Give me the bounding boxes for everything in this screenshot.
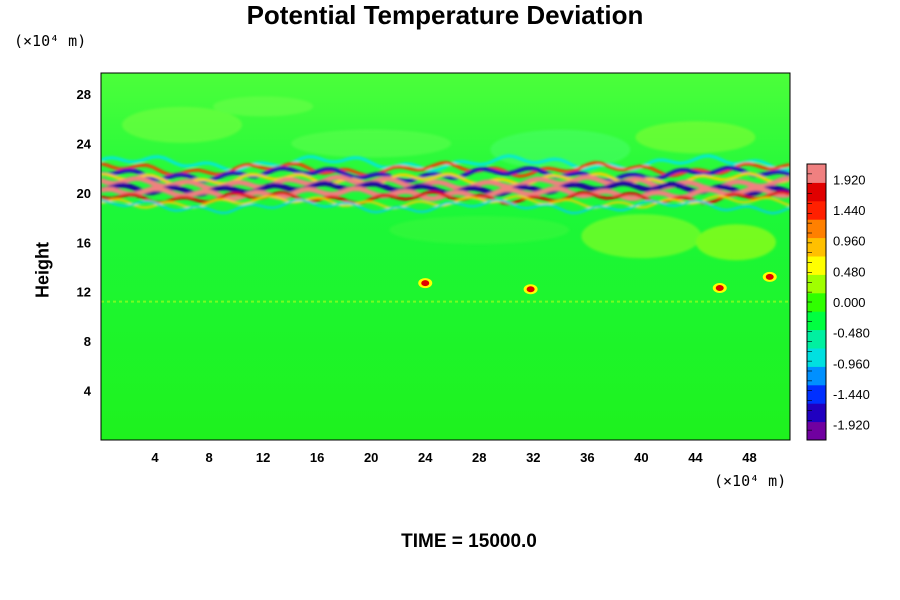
colorbar-swatch <box>807 384 826 404</box>
colorbar-tick-label: -0.480 <box>833 326 870 341</box>
anomaly-core <box>526 286 535 293</box>
texture-blob <box>581 214 702 259</box>
anomaly-core <box>421 280 430 287</box>
colorbar-tick-label: 1.440 <box>833 203 866 218</box>
colorbar-swatch <box>807 329 826 349</box>
x-tick-label: 40 <box>634 450 648 465</box>
upper-texture <box>122 96 776 261</box>
plot-area <box>101 73 790 440</box>
warm-anomaly <box>712 283 727 294</box>
x-axis-ticks: 4 8 12 16 20 24 28 32 36 40 44 48 <box>151 450 756 465</box>
y-tick-label: 20 <box>77 186 91 201</box>
colorbar-swatch <box>807 348 826 367</box>
y-tick-label: 8 <box>84 334 91 349</box>
texture-blob <box>291 129 452 158</box>
x-tick-label: 24 <box>418 450 433 465</box>
x-tick-label: 20 <box>364 450 378 465</box>
colorbar-swatch <box>807 311 826 331</box>
x-tick-label: 4 <box>151 450 159 465</box>
time-label: TIME = 15000.0 <box>401 531 537 552</box>
colorbar-tick-label: 0.480 <box>833 264 866 279</box>
band-streak <box>101 161 790 178</box>
colorbar-swatch <box>807 403 826 423</box>
colorbar-swatch <box>807 219 826 239</box>
x-tick-label: 48 <box>742 450 756 465</box>
colorbar-tick-label: -0.960 <box>833 356 870 371</box>
colorbar-swatch <box>807 421 826 441</box>
anomaly-core <box>765 273 774 280</box>
colorbar: 1.920 1.440 0.960 0.480 0.000 -0.480 -0.960 -1.… <box>806 163 870 441</box>
x-tick-label: 16 <box>310 450 324 465</box>
colorbar-tick-label: -1.440 <box>833 387 870 402</box>
warm-anomaly <box>418 278 433 289</box>
band-streak <box>101 165 790 184</box>
colorbar-tick-label: -1.920 <box>833 418 870 433</box>
y-tick-label: 28 <box>77 87 91 102</box>
x-tick-label: 12 <box>256 450 270 465</box>
x-tick-label: 28 <box>472 450 486 465</box>
texture-blob <box>389 215 570 244</box>
colorbar-swatch <box>807 237 826 257</box>
chart-title: Potential Temperature Deviation <box>246 0 644 30</box>
colorbar-swatch <box>807 182 826 202</box>
colorbar-swatch <box>807 366 826 386</box>
band-streak <box>101 154 790 173</box>
band-streak <box>101 198 790 215</box>
y-tick-label: 4 <box>84 384 92 399</box>
x-tick-label: 32 <box>526 450 540 465</box>
texture-blob <box>213 96 314 117</box>
x-tick-label: 36 <box>580 450 594 465</box>
colorbar-swatch <box>807 200 826 220</box>
y-tick-label: 16 <box>77 235 91 250</box>
colorbar-swatch <box>807 164 826 183</box>
warm-anomaly <box>523 284 538 295</box>
texture-blob <box>122 106 243 143</box>
colorbar-tick-label: 1.920 <box>833 172 866 187</box>
x-axis-unit: (×10⁴ m) <box>714 472 787 490</box>
x-tick-label: 44 <box>688 450 703 465</box>
colorbar-frame <box>806 163 827 441</box>
colorbar-swatch <box>807 274 826 294</box>
plot-frame <box>100 72 791 441</box>
colorbar-swatch <box>807 256 826 275</box>
colorbar-tick-label: 0.000 <box>833 295 866 310</box>
colorbar-tick-label: 0.960 <box>833 234 866 249</box>
texture-blob <box>695 224 776 261</box>
anomaly-core <box>715 285 724 292</box>
y-tick-label: 24 <box>77 136 92 151</box>
warm-anomaly <box>762 271 777 282</box>
perturbation-band <box>101 154 790 215</box>
colorbar-swatch <box>807 292 826 312</box>
y-axis-unit: (×10⁴ m) <box>14 32 87 50</box>
y-axis-ticks: 4 8 12 16 20 24 28 <box>77 87 92 399</box>
y-tick-label: 12 <box>77 285 91 300</box>
texture-blob <box>635 121 756 154</box>
band-streak <box>101 195 790 210</box>
x-tick-label: 8 <box>205 450 212 465</box>
